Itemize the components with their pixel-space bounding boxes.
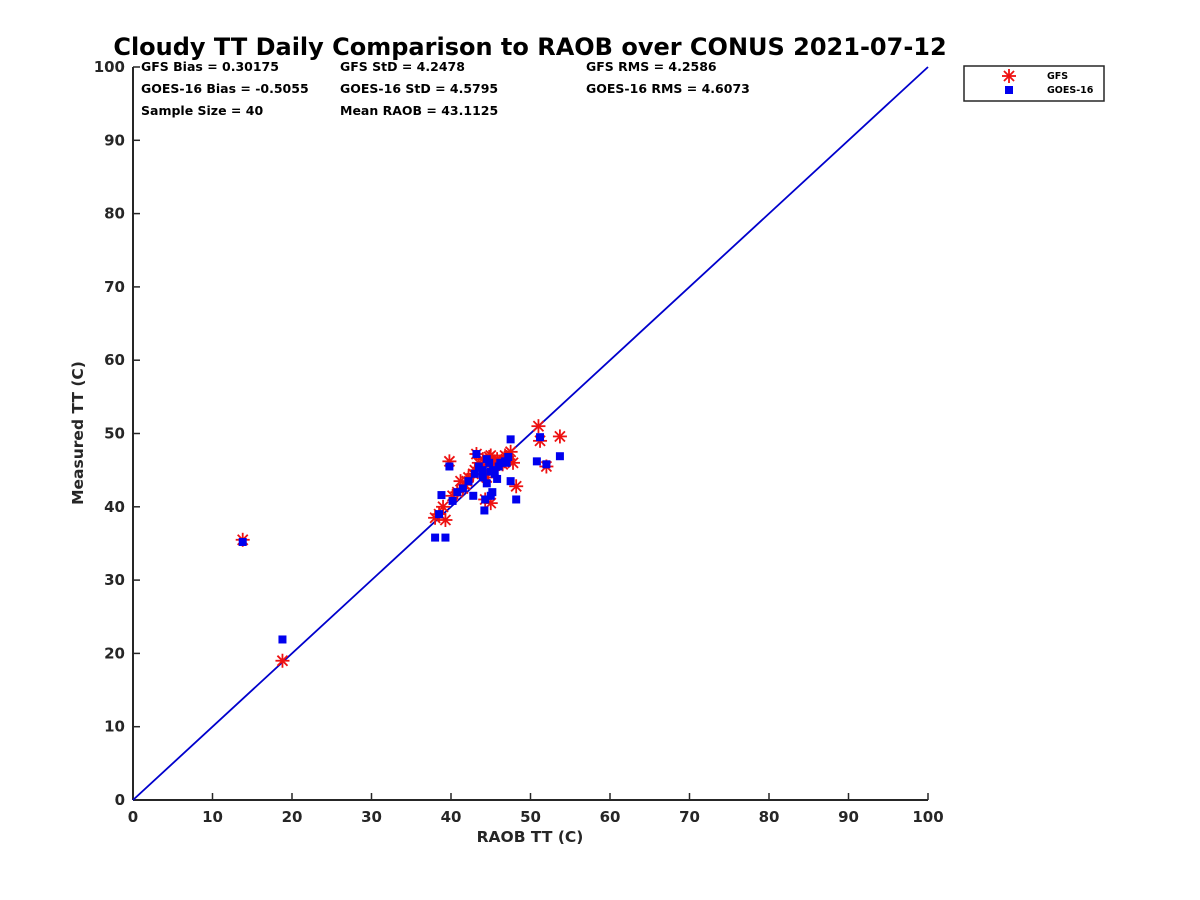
legend: GFS GOES-16	[963, 65, 1105, 102]
stat-goes-bias: GOES-16 Bias = -0.5055	[141, 81, 309, 96]
x-tick-label: 70	[679, 808, 700, 826]
y-ticks: 0 10 20 30 40 50 60 70 80 90 100	[94, 58, 140, 809]
y-tick-label: 100	[94, 58, 125, 76]
goes-16-point	[542, 460, 551, 469]
stat-goes-rms: GOES-16 RMS = 4.6073	[586, 81, 750, 96]
stat-gfs-std: GFS StD = 4.2478	[340, 59, 465, 74]
y-tick-label: 20	[104, 644, 125, 662]
x-tick-label: 100	[912, 808, 943, 826]
legend-gfs-asterisk	[1002, 69, 1016, 83]
one-to-one-line	[132, 66, 929, 801]
x-tick-label: 90	[838, 808, 859, 826]
gfs-point	[531, 419, 546, 434]
x-tick-label: 0	[128, 808, 138, 826]
goes-16-point	[555, 452, 564, 461]
goes-16-point	[469, 491, 478, 500]
asterisk-stroke	[510, 480, 522, 492]
stat-goes-std: GOES-16 StD = 4.5795	[340, 81, 498, 96]
goes-16-point	[482, 455, 491, 464]
goes-16-point	[453, 488, 462, 497]
asterisk-stroke	[532, 420, 545, 432]
goes-16-point	[493, 474, 502, 483]
goes-16-point	[512, 495, 521, 504]
legend-goes-square	[1005, 86, 1013, 94]
y-axis-label: Measured TT (C)	[69, 361, 87, 505]
stats-block: GFS Bias = 0.30175 GFS StD = 4.2478 GFS …	[141, 59, 750, 118]
y-tick-label: 90	[104, 131, 125, 149]
goes-16-point	[488, 488, 497, 497]
legend-box	[963, 65, 1105, 102]
x-tick-label: 80	[759, 808, 780, 826]
goes-16-point	[506, 477, 515, 486]
goes-16-point	[431, 533, 440, 542]
stat-gfs-bias: GFS Bias = 0.30175	[141, 59, 279, 74]
goes-16-point	[532, 457, 541, 466]
goes-16-point	[478, 466, 487, 475]
y-tick-label: 30	[104, 571, 125, 589]
y-tick-label: 70	[104, 278, 125, 296]
goes-16-point	[470, 469, 479, 478]
x-tick-label: 30	[361, 808, 382, 826]
goes-16-point	[441, 533, 450, 542]
legend-goes-marker	[1005, 86, 1013, 94]
y-tick-label: 40	[104, 498, 125, 516]
stat-gfs-rms: GFS RMS = 4.2586	[586, 59, 717, 74]
legend-gfs-label: GFS	[1047, 71, 1068, 82]
x-tick-label: 40	[441, 808, 462, 826]
goes-16-point	[506, 435, 515, 444]
goes-16-point	[448, 496, 457, 505]
x-tick-label: 10	[202, 808, 223, 826]
y-tick-label: 10	[104, 718, 125, 736]
series-goes-16	[238, 433, 564, 644]
gfs-point	[552, 429, 567, 444]
x-tick-label: 20	[282, 808, 303, 826]
stat-sample-size: Sample Size = 40	[141, 103, 263, 118]
y-tick-label: 60	[104, 351, 125, 369]
goes-16-point	[278, 635, 287, 644]
y-tick-label: 50	[104, 425, 125, 443]
asterisk-stroke	[276, 655, 289, 667]
chart-title: Cloudy TT Daily Comparison to RAOB over …	[113, 33, 946, 61]
goes-16-point	[486, 467, 495, 476]
x-ticks: 0 10 20 30 40 50 60 70 80 90 100	[128, 793, 944, 826]
goes-16-point	[482, 479, 491, 488]
asterisk-stroke	[1003, 70, 1015, 82]
asterisk-stroke	[554, 430, 566, 443]
goes-16-point	[480, 506, 489, 515]
goes-16-point	[478, 473, 487, 482]
goes-16-point	[458, 484, 467, 493]
asterisk-stroke	[439, 514, 452, 526]
legend-goes-label: GOES-16	[1047, 85, 1094, 96]
goes-16-point	[445, 462, 454, 471]
goes-16-point	[435, 510, 444, 519]
goes-16-point	[238, 537, 247, 546]
y-tick-label: 0	[115, 791, 125, 809]
stat-mean-raob: Mean RAOB = 43.1125	[340, 103, 498, 118]
goes-16-point	[494, 462, 503, 471]
x-axis-label: RAOB TT (C)	[477, 828, 584, 846]
goes-16-point	[481, 495, 490, 504]
x-tick-label: 50	[520, 808, 541, 826]
goes-16-point	[536, 433, 545, 442]
goes-16-point	[472, 450, 481, 459]
gfs-point	[275, 653, 290, 668]
y-tick-label: 80	[104, 205, 125, 223]
goes-16-point	[504, 452, 513, 461]
goes-16-point	[464, 477, 473, 486]
x-tick-label: 60	[600, 808, 621, 826]
goes-16-point	[502, 458, 511, 467]
goes-16-point	[437, 491, 446, 500]
series-gfs	[235, 419, 567, 668]
legend-gfs-marker	[1002, 69, 1016, 83]
